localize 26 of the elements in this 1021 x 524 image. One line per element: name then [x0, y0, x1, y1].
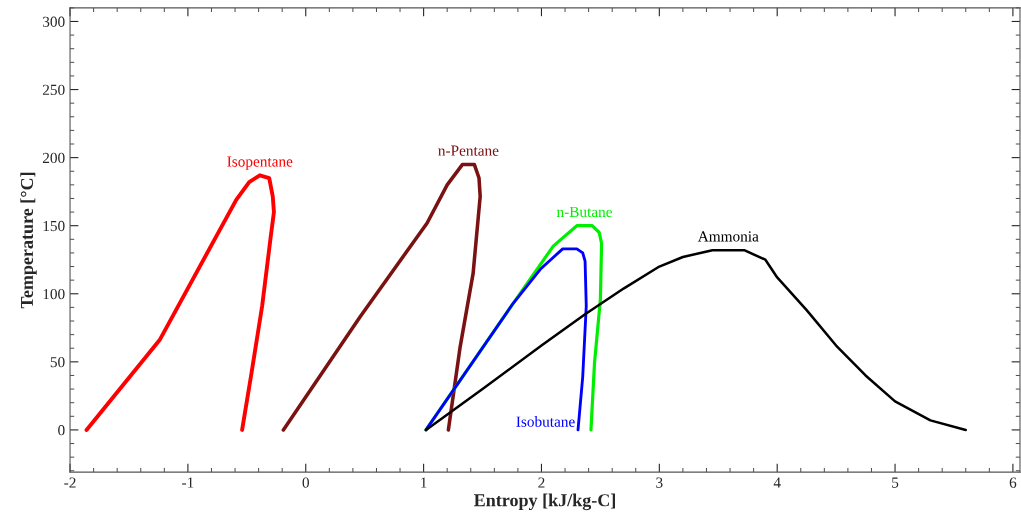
x-tick-label: 0 — [302, 477, 309, 488]
y-axis-title: Temperature [°C] — [20, 172, 37, 309]
x-tick-label: 3 — [656, 477, 663, 488]
series-label: Isopentane — [227, 156, 293, 170]
series-label: n-Butane — [556, 206, 612, 218]
y-tick-label: 200 — [42, 152, 65, 164]
y-tick-label: 150 — [43, 220, 65, 232]
x-tick-label: -1 — [182, 477, 194, 488]
y-tick-label: 50 — [50, 356, 65, 368]
x-tick-label: 2 — [538, 477, 545, 488]
series-label: Isobutane — [516, 416, 575, 427]
y-tick-label: 250 — [42, 84, 65, 95]
series-label: Ammonia — [697, 231, 759, 242]
series-label: n-Pentane — [438, 145, 499, 156]
x-tick-label: 6 — [1009, 477, 1017, 488]
y-tick-label: 100 — [43, 288, 65, 300]
line-series — [84, 173, 276, 432]
y-tick-label: 300 — [42, 16, 65, 27]
x-tick-label: -2 — [64, 477, 76, 488]
y-tick-label: 0 — [58, 425, 65, 436]
x-tick-label: 5 — [892, 477, 899, 488]
x-tick-label: 4 — [773, 477, 781, 488]
x-tick-label: 1 — [421, 477, 427, 488]
line-series — [424, 247, 588, 432]
x-axis-title: Entropy [kJ/kg-C] — [474, 493, 615, 511]
line-series — [424, 248, 968, 432]
